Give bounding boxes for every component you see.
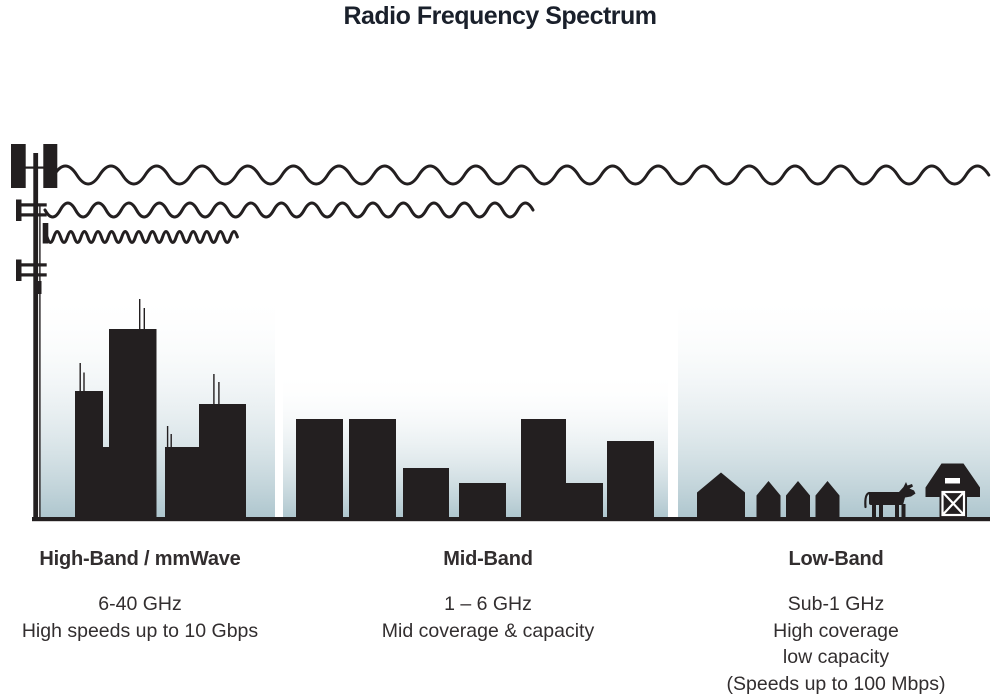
- town-skyline-icon: [296, 419, 654, 518]
- mid-band-frequency: 1 – 6 GHz: [444, 593, 532, 615]
- low-band-description: High coverage: [773, 619, 899, 642]
- cow-icon: [864, 482, 916, 517]
- ground-line: [32, 517, 990, 522]
- house-icon: [815, 481, 840, 518]
- low-band-name: Low-Band: [788, 548, 884, 570]
- house-icon: [786, 481, 810, 518]
- high-band-label: High-Band / mmWave 6-40 GHz High speeds …: [10, 548, 270, 644]
- high-band-description: High speeds up to 10 Gbps: [21, 619, 259, 642]
- low-band-description: (Speeds up to 100 Mbps): [726, 672, 946, 695]
- low-band-label: Low-Band Sub-1 GHz High coverage low cap…: [706, 548, 966, 697]
- barn-door: [941, 490, 966, 517]
- barn-icon: [925, 463, 980, 518]
- high-band-frequency: 6-40 GHz: [98, 593, 182, 615]
- city-skyline-icon: [75, 299, 246, 518]
- house-icon: [756, 481, 781, 518]
- page-title: Radio Frequency Spectrum: [343, 2, 657, 30]
- cell-tower-icon: [11, 144, 58, 518]
- spectrum-illustration: [11, 144, 991, 522]
- low-band-wave: [52, 164, 991, 186]
- high-band-wave: [45, 230, 239, 244]
- mid-band-description: Mid coverage & capacity: [381, 619, 595, 642]
- mid-band-wave: [43, 201, 535, 219]
- low-band-description: low capacity: [782, 646, 890, 668]
- mid-band-label: Mid-Band 1 – 6 GHz Mid coverage & capaci…: [358, 548, 618, 644]
- barn-loft-window: [945, 478, 960, 484]
- rural-scene: [697, 463, 980, 518]
- house-icon: [697, 472, 745, 518]
- high-band-name: High-Band / mmWave: [39, 548, 241, 570]
- low-band-frequency: Sub-1 GHz: [787, 593, 885, 615]
- mid-band-name: Mid-Band: [443, 548, 533, 570]
